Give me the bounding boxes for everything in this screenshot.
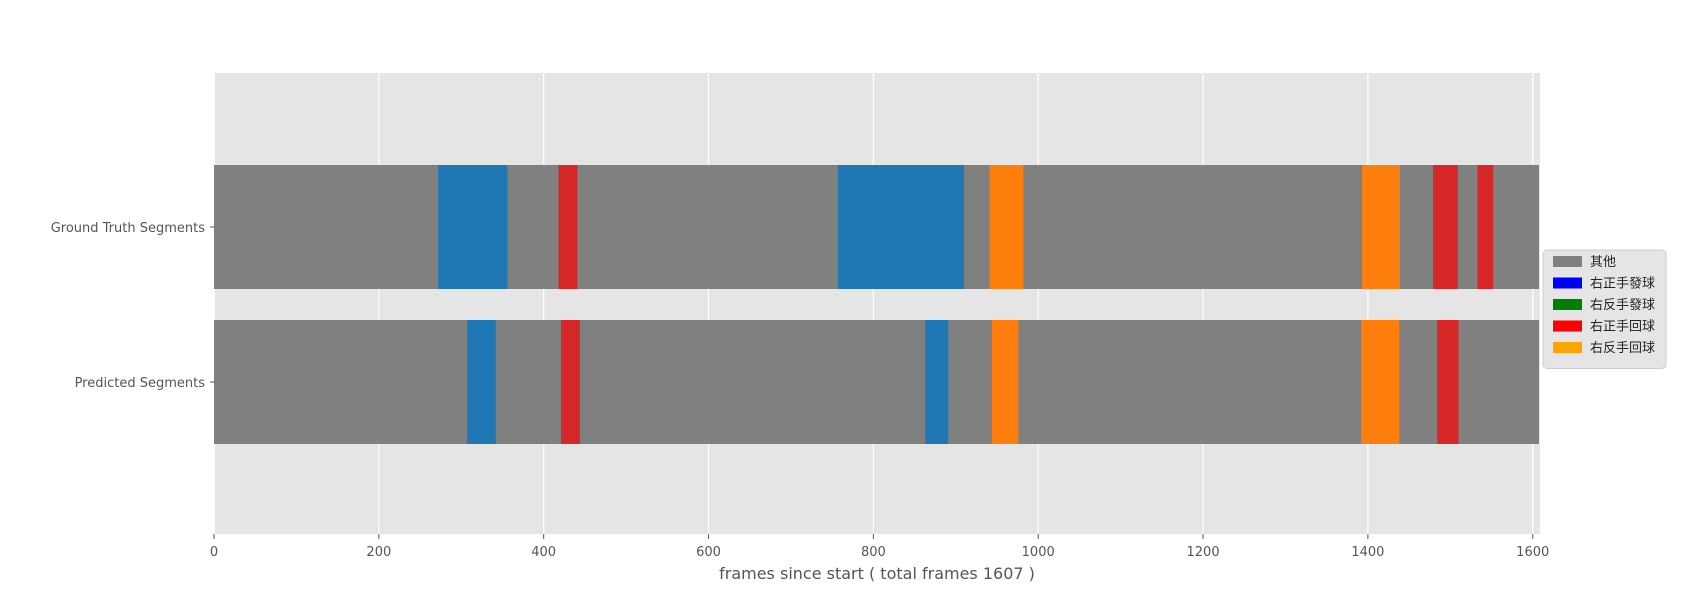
y-tick-label: Ground Truth Segments (51, 221, 206, 236)
segment-bar (1399, 320, 1438, 444)
legend-label: 其他 (1590, 255, 1616, 270)
legend-swatch (1553, 320, 1582, 332)
x-tick-label: 1000 (1022, 545, 1055, 560)
x-tick-label: 200 (366, 545, 391, 560)
segment-bar (507, 165, 560, 289)
segment-bar (1400, 165, 1434, 289)
segment-bar (214, 320, 468, 444)
legend-label: 右正手回球 (1590, 320, 1655, 335)
legend-label: 右反手回球 (1590, 341, 1655, 356)
x-axis-title: frames since start ( total frames 1607 ) (719, 564, 1035, 583)
segment-bar (964, 165, 991, 289)
segment-bar (495, 320, 562, 444)
segment-bar (1493, 165, 1539, 289)
segment-bar (948, 320, 993, 444)
segment-bar (1457, 165, 1479, 289)
segment-bar (1477, 165, 1494, 289)
segment-bar (214, 165, 439, 289)
legend-swatch (1553, 256, 1582, 267)
grid-lines (213, 73, 1534, 534)
x-tick-label: 800 (861, 545, 886, 560)
legend-swatch (1553, 277, 1582, 289)
legend-label: 右反手發球 (1590, 298, 1655, 313)
segment-bar (1433, 165, 1459, 289)
segment-bars (214, 165, 1539, 444)
segment-bar (558, 165, 578, 289)
plot-background (215, 73, 1540, 534)
x-tick-label: 600 (696, 545, 721, 560)
segment-bar (1362, 165, 1401, 289)
segment-bar (1023, 165, 1363, 289)
segment-bar (579, 320, 926, 444)
segment-bar (989, 165, 1024, 289)
x-tick-label: 400 (531, 545, 556, 560)
segment-bar (1361, 320, 1400, 444)
segment-bar (837, 165, 965, 289)
segment-bar (467, 320, 497, 444)
segment-bar (438, 165, 508, 289)
legend-swatch (1553, 299, 1582, 310)
x-tick-label: 0 (210, 545, 218, 560)
legend-swatch (1553, 342, 1582, 353)
segment-bar (925, 320, 949, 444)
x-tick-label: 1600 (1516, 545, 1549, 560)
legend-label: 右正手發球 (1590, 277, 1655, 292)
segment-bar (992, 320, 1019, 444)
y-axis: Ground Truth Segments Predicted Segments (51, 221, 215, 391)
segment-bar (1458, 320, 1539, 444)
segment-bar (560, 320, 581, 444)
segment-bar (1018, 320, 1362, 444)
segment-bar (577, 165, 839, 289)
y-tick-label: Predicted Segments (75, 376, 206, 391)
segment-bar (1437, 320, 1460, 444)
x-tick-label: 1200 (1187, 545, 1220, 560)
x-tick-label: 1400 (1351, 545, 1384, 560)
x-axis: 0 200 400 600 800 1000 1200 1400 1600 (210, 534, 1549, 560)
